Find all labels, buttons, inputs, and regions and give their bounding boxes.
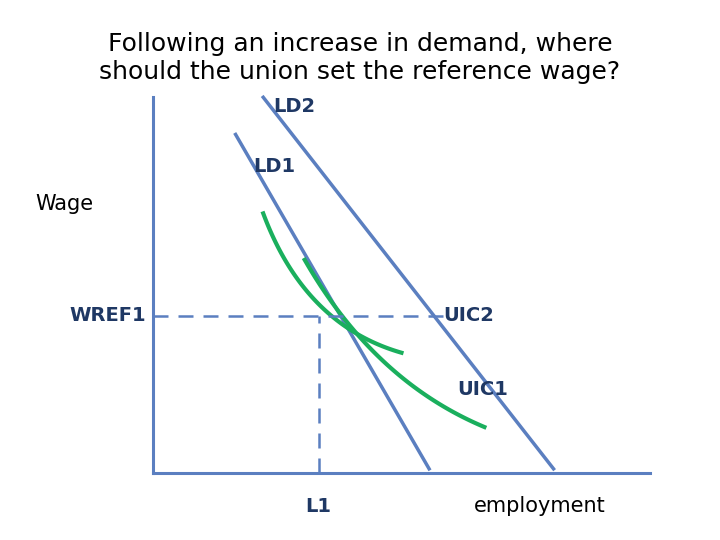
Text: L1: L1 — [305, 497, 331, 516]
Text: Following an increase in demand, where
should the union set the reference wage?: Following an increase in demand, where s… — [99, 32, 621, 84]
Text: LD2: LD2 — [274, 97, 316, 116]
Text: UIC1: UIC1 — [456, 380, 508, 400]
Text: WREF1: WREF1 — [69, 306, 145, 325]
Text: employment: employment — [474, 496, 606, 516]
Text: UIC2: UIC2 — [443, 306, 494, 325]
Text: LD1: LD1 — [253, 158, 295, 177]
Text: Wage: Wage — [35, 194, 94, 214]
